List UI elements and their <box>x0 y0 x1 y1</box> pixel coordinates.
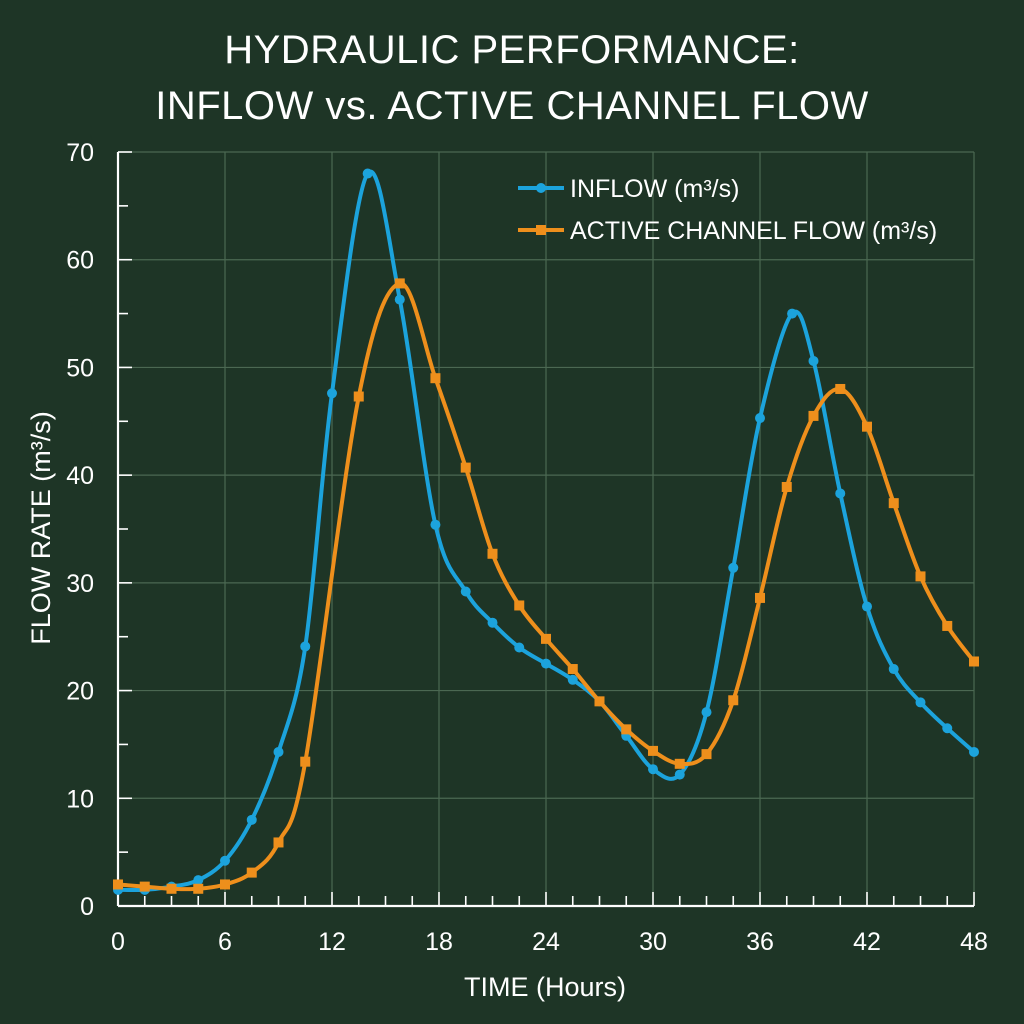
series-1-point <box>755 413 765 424</box>
series-2-point <box>808 410 819 421</box>
series-2-point <box>567 664 578 675</box>
chart-title-line-2: INFLOW vs. ACTIVE CHANNEL FLOW <box>155 84 869 128</box>
y-tick-label: 0 <box>80 893 94 921</box>
legend-swatch-marker <box>536 225 546 235</box>
series-2-point <box>648 745 658 756</box>
series-2-point <box>781 481 792 492</box>
series-2-point <box>394 278 405 289</box>
series-2-point <box>674 758 685 769</box>
y-tick-label: 20 <box>66 678 94 706</box>
series-1-point <box>220 855 230 866</box>
legend-label: INFLOW (m³/s) <box>570 175 739 203</box>
series-group <box>113 168 979 895</box>
series-1-point <box>862 601 872 612</box>
series-1-point <box>648 764 658 775</box>
series-2-point <box>594 696 605 707</box>
series-1-point <box>969 746 979 757</box>
series-2-point <box>835 383 846 394</box>
series-2-point <box>139 881 150 892</box>
series-2-point <box>621 724 632 735</box>
x-tick-label: 42 <box>853 928 881 956</box>
series-1-point <box>460 586 471 597</box>
series-2-point <box>113 879 123 890</box>
series-1-point <box>246 814 257 825</box>
series-2-point <box>888 498 899 509</box>
series-1-point <box>942 723 953 734</box>
legend-item-2: ACTIVE CHANNEL FLOW (m³/s) <box>518 217 937 245</box>
series-1-point <box>487 617 498 628</box>
series-2 <box>113 278 979 894</box>
series-2-point <box>166 883 177 894</box>
tick-labels: 0 6 12 18 24 30 36 42 48 0 10 20 30 40 50 60 70 <box>66 139 988 956</box>
series-2-point <box>755 592 765 603</box>
series-1-point <box>514 642 525 653</box>
series-1-point <box>835 488 846 499</box>
series-2-point <box>193 883 204 894</box>
series-1-point <box>787 308 798 319</box>
series-1-point <box>674 769 685 780</box>
legend-label: ACTIVE CHANNEL FLOW (m³/s) <box>570 217 937 245</box>
x-tick-label: 6 <box>218 928 232 956</box>
series-1-point <box>394 294 405 305</box>
y-tick-label: 30 <box>66 570 94 598</box>
y-tick-label: 60 <box>66 247 94 275</box>
series-1-point <box>273 746 284 757</box>
x-tick-label: 18 <box>425 928 453 956</box>
tick-marks <box>117 151 975 907</box>
series-1-point <box>193 875 204 886</box>
grid-lines <box>118 151 975 906</box>
series-1-point <box>701 707 712 718</box>
series-1-point <box>915 697 926 708</box>
y-tick-label: 40 <box>66 462 94 490</box>
y-axis-label: FLOW RATE (m³/s) <box>26 411 56 644</box>
series-1-point <box>300 641 311 652</box>
series-1-point <box>362 168 373 179</box>
series-2-point <box>728 695 739 706</box>
x-tick-label: 30 <box>639 928 667 956</box>
series-1-point <box>430 519 441 530</box>
legend-swatch-marker <box>536 183 546 193</box>
series-2-point <box>701 749 712 760</box>
chart-title-line-1: HYDRAULIC PERFORMANCE: <box>224 28 800 72</box>
x-tick-label: 12 <box>318 928 346 956</box>
series-2-point <box>942 620 953 631</box>
series-1-point <box>327 388 337 399</box>
series-1-point <box>808 355 819 366</box>
series-2-point <box>300 756 311 767</box>
series-1-point <box>888 664 899 675</box>
x-axis-label: TIME (Hours) <box>464 972 626 1002</box>
series-1-point <box>567 674 578 685</box>
series-2-point <box>353 391 364 402</box>
series-1-point <box>541 658 551 669</box>
series-2-point <box>460 462 471 473</box>
series-2-point <box>541 633 551 644</box>
series-2-point <box>514 600 525 611</box>
y-tick-label: 70 <box>66 139 94 167</box>
x-tick-label: 36 <box>746 928 774 956</box>
y-tick-label: 10 <box>66 785 94 813</box>
x-tick-label: 48 <box>960 928 988 956</box>
series-2-point <box>487 548 498 559</box>
x-tick-label: 0 <box>111 928 125 956</box>
series-2-point <box>246 867 257 878</box>
series-2-point <box>430 373 441 384</box>
series-2-point <box>273 837 284 848</box>
series-1-point <box>728 562 739 573</box>
y-tick-label: 50 <box>66 354 94 382</box>
x-tick-label: 24 <box>532 928 560 956</box>
legend: INFLOW (m³/s) ACTIVE CHANNEL FLOW (m³/s) <box>518 175 937 245</box>
series-2-point <box>915 571 926 582</box>
series-2-point <box>220 879 230 890</box>
legend-item-1: INFLOW (m³/s) <box>518 175 739 203</box>
series-2-point <box>969 656 979 667</box>
series-2-point <box>862 421 872 432</box>
